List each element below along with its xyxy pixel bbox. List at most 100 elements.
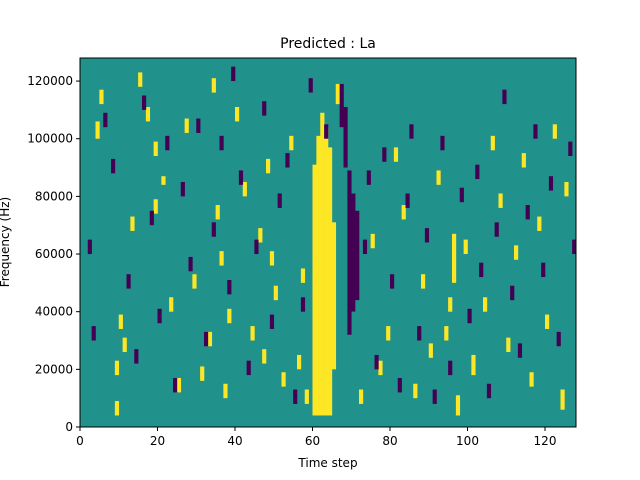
heatmap-cell-high-61	[490, 135, 495, 151]
heatmap-cell-low-36	[366, 170, 371, 185]
heatmap-cell-high-17	[161, 176, 166, 185]
heatmap-cell-low-34	[324, 124, 329, 139]
y-tick-label: 20000	[35, 362, 73, 376]
y-axis-label: Frequency (Hz)	[0, 197, 12, 288]
heatmap-cell-low-35	[362, 239, 368, 255]
heatmap-cell-high-55	[448, 297, 453, 312]
heatmap-cell-high-67	[537, 216, 542, 231]
heatmap-cell-low-25	[246, 360, 251, 376]
heatmap-cell-high-65	[521, 153, 526, 168]
heatmap-cell-high-30	[242, 181, 247, 197]
x-tick-label: 120	[534, 434, 557, 448]
heatmap-cell-high-11	[122, 337, 127, 353]
heatmap-cell-low-50	[475, 164, 480, 180]
heatmap-cell-low-54	[502, 89, 507, 105]
heatmap-cell-high-27	[223, 383, 228, 399]
heatmap-cell-low-32	[300, 297, 306, 312]
heatmap-cell-low-3	[343, 107, 348, 168]
heatmap-cell-low-12	[149, 210, 154, 226]
heatmap-cell-high-1	[316, 135, 321, 416]
y-tick-label: 40000	[35, 305, 73, 319]
heatmap-cell-low-57	[525, 205, 530, 220]
heatmap-cell-high-42	[335, 83, 340, 105]
heatmap-cell-high-4	[328, 147, 333, 416]
heatmap-cell-high-16	[153, 199, 158, 214]
heatmap-cell-low-55	[510, 285, 515, 301]
heatmap-cell-high-47	[386, 326, 391, 341]
heatmap-cell-low-41	[405, 193, 410, 208]
heatmap-cell-low-60	[548, 176, 554, 191]
heatmap-cell-high-8	[114, 401, 120, 416]
heatmap-cell-high-36	[273, 285, 278, 301]
heatmap-cell-low-47	[448, 360, 453, 376]
heatmap-cell-high-34	[266, 158, 271, 174]
heatmap-cell-high-13	[138, 72, 143, 87]
heatmap-cell-low-0	[347, 170, 352, 335]
heatmap-cell-low-10	[134, 349, 139, 364]
heatmap-cell-low-6	[91, 326, 96, 341]
x-axis-label: Time step	[297, 456, 357, 470]
heatmap-cell-high-19	[176, 377, 182, 393]
heatmap-cell-low-39	[390, 274, 395, 289]
heatmap-cell-high-7	[99, 89, 104, 105]
heatmap-cell-high-0	[312, 164, 317, 416]
heatmap-cell-high-63	[506, 337, 511, 353]
heatmap-cell-high-28	[227, 308, 232, 324]
heatmap-cell-low-20	[211, 222, 216, 237]
heatmap-cell-low-61	[556, 331, 561, 347]
heatmap-cell-high-50	[413, 383, 418, 399]
heatmap-cell-low-17	[188, 256, 193, 272]
x-tick-label: 60	[305, 434, 320, 448]
heatmap-cell-low-11	[142, 95, 147, 110]
chart-title: Predicted : La	[280, 36, 376, 52]
heatmap-cell-high-38	[289, 135, 294, 151]
y-tick-label: 0	[65, 420, 73, 434]
heatmap-cell-high-60	[483, 297, 488, 312]
heatmap-cell-high-6	[95, 121, 100, 139]
heatmap-cell-low-38	[382, 147, 387, 162]
y-tick-label: 80000	[35, 189, 73, 203]
heatmap-cell-low-37	[374, 354, 379, 370]
heatmap-cell-low-28	[269, 314, 275, 329]
heatmap-cell-low-16	[180, 181, 185, 197]
x-tick-label: 80	[382, 434, 397, 448]
y-tick-label: 100000	[27, 132, 73, 146]
heatmap-cell-low-4	[339, 83, 344, 128]
heatmap-cell-high-70	[560, 389, 565, 410]
heatmap-cell-low-59	[541, 262, 546, 278]
heatmap-cell-high-68	[545, 314, 550, 329]
x-axis-ticks: 0 20 40 60 80 100 120	[76, 427, 556, 448]
y-tick-label: 60000	[35, 247, 73, 261]
heatmap-cell-high-25	[215, 205, 220, 220]
heatmap-cell-high-21	[192, 274, 197, 289]
heatmap-cell-low-2	[355, 210, 360, 301]
heatmap-cell-high-40	[300, 268, 306, 283]
heatmap-cell-low-15	[173, 377, 178, 393]
heatmap-cell-high-5	[331, 222, 337, 370]
heatmap-cell-low-24	[238, 170, 244, 185]
heatmap-cell-high-10	[118, 314, 123, 329]
x-tick-label: 20	[150, 434, 165, 448]
plot-frame	[79, 57, 577, 428]
heatmap-cell-high-18	[169, 297, 174, 312]
y-tick-label: 120000	[27, 74, 73, 88]
heatmap-cell-high-45	[370, 233, 375, 249]
heatmap-cell-high-46	[378, 360, 383, 376]
heatmap-cell-high-51	[421, 274, 426, 289]
heatmap-cell-low-63	[572, 239, 577, 255]
heatmap-cells	[87, 66, 577, 416]
heatmap-cell-low-1	[351, 193, 356, 312]
heatmap-cell-low-40	[397, 377, 402, 393]
heatmap-cell-high-14	[145, 107, 151, 122]
heatmap-cell-high-54	[444, 326, 449, 341]
heatmap-cell-low-18	[196, 118, 201, 133]
heatmap-cell-high-31	[250, 326, 255, 341]
heatmap-cell-high-57	[455, 395, 461, 416]
heatmap-cell-high-26	[219, 251, 224, 266]
heatmap-cell-low-51	[479, 262, 484, 278]
heatmap-cell-high-53	[436, 170, 441, 185]
heatmap-cell-low-9	[126, 274, 131, 289]
heatmap-cell-high-12	[130, 216, 135, 231]
heatmap-cell-high-29	[235, 107, 240, 122]
heatmap-cell-low-23	[231, 66, 236, 82]
